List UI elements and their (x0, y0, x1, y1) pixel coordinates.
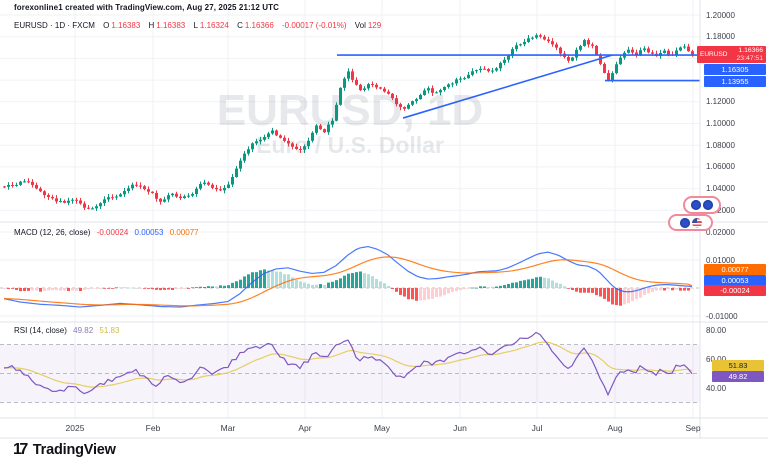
snapshot-credit: forexonline1 created with TradingView.co… (14, 3, 279, 12)
close-value: 1.16366 (244, 21, 274, 30)
support-level-label[interactable]: 1.13955 (704, 75, 766, 87)
time-axis-label: 2025 (65, 423, 85, 433)
low-label: L (193, 21, 198, 30)
change-value: -0.00017 (-0.01%) (282, 21, 347, 30)
time-axis-label: Jul (531, 423, 543, 433)
time-axis-label: Jun (453, 423, 467, 433)
current-price-label[interactable]: EURUSD 1.16366 23:47:51 (697, 46, 766, 63)
macd-line-value: 0.00053 (134, 228, 164, 237)
macd-line-axis-label: 0.00053 (704, 274, 766, 286)
macd-hist-axis-label: -0.00024 (704, 285, 766, 296)
rsi-tick-label: 80.00 (706, 325, 727, 335)
price-tick-label: 1.06000 (706, 162, 735, 172)
eu-flag-icon (691, 200, 701, 210)
volume-label: Vol (354, 21, 366, 30)
time-axis-label: Mar (220, 423, 236, 433)
rsi-value: 49.82 (73, 326, 94, 335)
rsi-title: RSI (14, close) (14, 326, 67, 335)
rsi-legend[interactable]: RSI (14, close) 49.82 51.83 (14, 326, 119, 335)
time-axis-label: Feb (145, 423, 161, 433)
open-value: 1.16383 (111, 21, 141, 30)
macd-title: MACD (12, 26, close) (14, 228, 91, 237)
tradingview-logo-text: TradingView (32, 442, 116, 458)
macd-legend[interactable]: MACD (12, 26, close) -0.00024 0.00053 0.… (14, 228, 199, 237)
us-flag-icon (691, 217, 702, 228)
symbol-legend[interactable]: EURUSD · 1D · FXCM O 1.16383 H 1.16383 L 1.… (14, 21, 383, 30)
event-flags-badge[interactable] (668, 214, 713, 231)
high-value: 1.16383 (156, 21, 186, 30)
macd-hist-value: -0.00024 (96, 228, 129, 237)
price-tick-label: 1.20000 (706, 10, 735, 20)
price-tick-label: 1.02000 (706, 205, 735, 215)
rsi-axis-label: 49.82 (712, 371, 764, 382)
time-axis-label: Sep (685, 423, 701, 433)
rsi-tick-label: 60.00 (706, 354, 727, 364)
tradingview-logo[interactable]: 17 TradingView (13, 441, 116, 459)
high-label: H (148, 21, 155, 30)
time-axis-label: Aug (607, 423, 623, 433)
macd-tick-label: 0.02000 (706, 227, 735, 237)
macd-tick-label: -0.01000 (706, 311, 738, 321)
time-axis-label: Apr (298, 423, 312, 433)
current-price-symbol: EURUSD (700, 51, 728, 58)
rsi-tick-label: 40.00 (706, 383, 727, 393)
volume-value: 129 (367, 21, 382, 30)
eu-flag-icon (679, 217, 690, 228)
low-value: 1.16324 (199, 21, 229, 30)
symbol-title[interactable]: EURUSD · 1D · FXCM (14, 21, 95, 30)
close-label: C (237, 21, 243, 30)
support-level-label[interactable]: 1.16305 (704, 64, 766, 75)
rsi-ma-axis-label: 51.83 (712, 360, 764, 371)
open-label: O (103, 21, 110, 30)
rsi-ma-value: 51.83 (99, 326, 120, 335)
eu-flag-icon (703, 200, 713, 210)
time-axis-label: May (373, 423, 391, 433)
bar-countdown: 23:47:51 (736, 54, 763, 62)
macd-signal-value: 0.00077 (169, 228, 199, 237)
macd-tick-label: 0.01000 (706, 255, 735, 265)
macd-signal-axis-label: 0.00077 (704, 264, 766, 275)
price-tick-label: 1.04000 (706, 184, 735, 194)
tradingview-logo-icon: 17 (13, 441, 28, 458)
price-tick-label: 1.08000 (706, 140, 735, 150)
price-tick-label: 1.18000 (706, 32, 735, 42)
current-price-value: 1.16366 (738, 46, 763, 54)
price-tick-label: 1.10000 (706, 119, 735, 128)
event-flags-badge[interactable] (683, 196, 721, 214)
price-tick-label: 1.12000 (706, 97, 735, 107)
